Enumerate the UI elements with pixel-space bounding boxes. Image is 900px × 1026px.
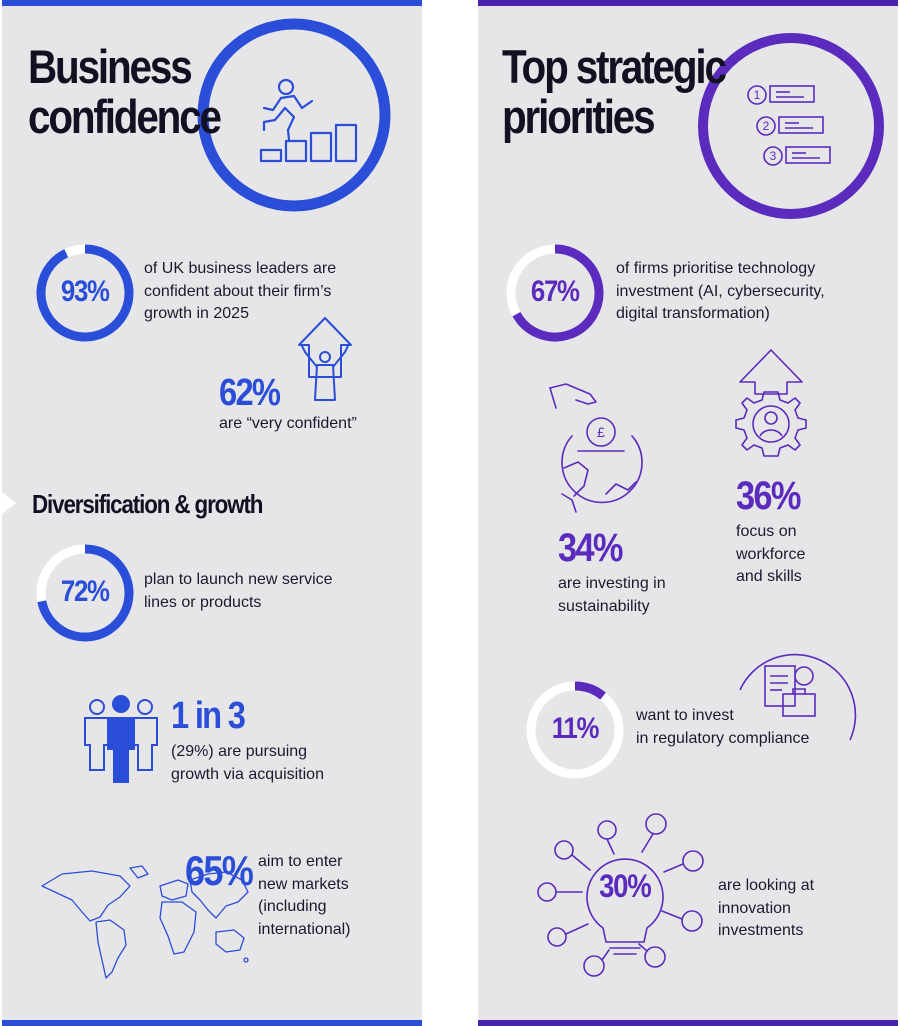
stat-34-value: 34% <box>558 526 623 570</box>
stat-11-value: 11% <box>551 712 600 745</box>
title-circle-decoration <box>197 18 391 212</box>
bottom-accent-bar <box>478 1020 898 1026</box>
stat-93-description: of UK business leaders are confident abo… <box>144 260 337 322</box>
world-map-icon <box>41 865 249 979</box>
ring-72 <box>36 544 134 642</box>
stat-36-value: 36% <box>736 474 801 518</box>
title-circle-decoration <box>698 33 884 219</box>
cheering-person-arrow-icon <box>298 317 352 401</box>
stat-65-value: 65% <box>185 847 254 894</box>
section-title: Top strategic priorities <box>502 40 727 143</box>
ring-93 <box>36 244 134 342</box>
list-number-2: 2 <box>763 119 770 133</box>
title-line-2: confidence <box>28 90 222 143</box>
title-line-1: Top strategic <box>502 40 727 93</box>
stat-67-value: 67% <box>531 275 580 308</box>
top-accent-bar <box>478 0 898 6</box>
stat-93-value: 93% <box>61 275 110 308</box>
section-title: Business confidence <box>28 40 222 143</box>
stat-62-description: are “very confident” <box>219 415 357 432</box>
bottom-accent-bar <box>2 1020 422 1026</box>
stairs-climber-icon <box>259 78 358 163</box>
stat-11-description: want to invest in regulatory compliance <box>636 707 810 747</box>
stat-72-description: plan to launch new service lines or prod… <box>144 571 333 611</box>
sustainability-globe-coin-icon <box>549 383 643 513</box>
stat-62-value: 62% <box>219 372 281 414</box>
list-number-1: 1 <box>754 88 761 102</box>
ring-11 <box>526 681 624 779</box>
stat-30-value: 30% <box>599 868 651 904</box>
business-confidence-panel: Business confidence 93% of UK business l… <box>2 0 422 1026</box>
business-confidence-graphics <box>2 18 391 979</box>
diversification-heading: Diversification & growth <box>32 489 263 519</box>
people-group-icon <box>84 695 158 783</box>
workforce-gear-person-icon <box>735 349 807 457</box>
stat-65-description: aim to enter new markets (including inte… <box>258 853 351 938</box>
compliance-document-briefcase-icon <box>739 653 857 741</box>
stat-1in3-value: 1 in 3 <box>171 695 246 737</box>
title-line-1: Business <box>28 40 193 93</box>
section-marker-arrow <box>2 492 16 514</box>
pound-icon: £ <box>597 424 605 440</box>
list-number-3: 3 <box>770 149 777 163</box>
list-numbers: 1 2 3 <box>754 88 777 163</box>
stat-34-description: are investing in sustainability <box>558 575 666 615</box>
top-accent-bar <box>2 0 422 6</box>
stat-30-description: are looking at innovation investments <box>718 877 815 939</box>
innovation-lightbulb-network-icon <box>537 813 704 977</box>
stat-72-value: 72% <box>61 575 110 608</box>
numbered-list-icon <box>747 85 831 166</box>
stat-36-description: focus on workforce and skills <box>736 523 806 585</box>
title-line-2: priorities <box>502 90 656 143</box>
strategic-priorities-panel: 1 2 3 £ <box>478 0 898 1026</box>
strategic-priorities-graphics: 1 2 3 £ <box>506 33 884 977</box>
stat-67-description: of firms prioritise technology investmen… <box>616 260 825 322</box>
stat-1in3-description: (29%) are pursuing growth via acquisitio… <box>171 743 324 783</box>
ring-67 <box>506 244 604 342</box>
